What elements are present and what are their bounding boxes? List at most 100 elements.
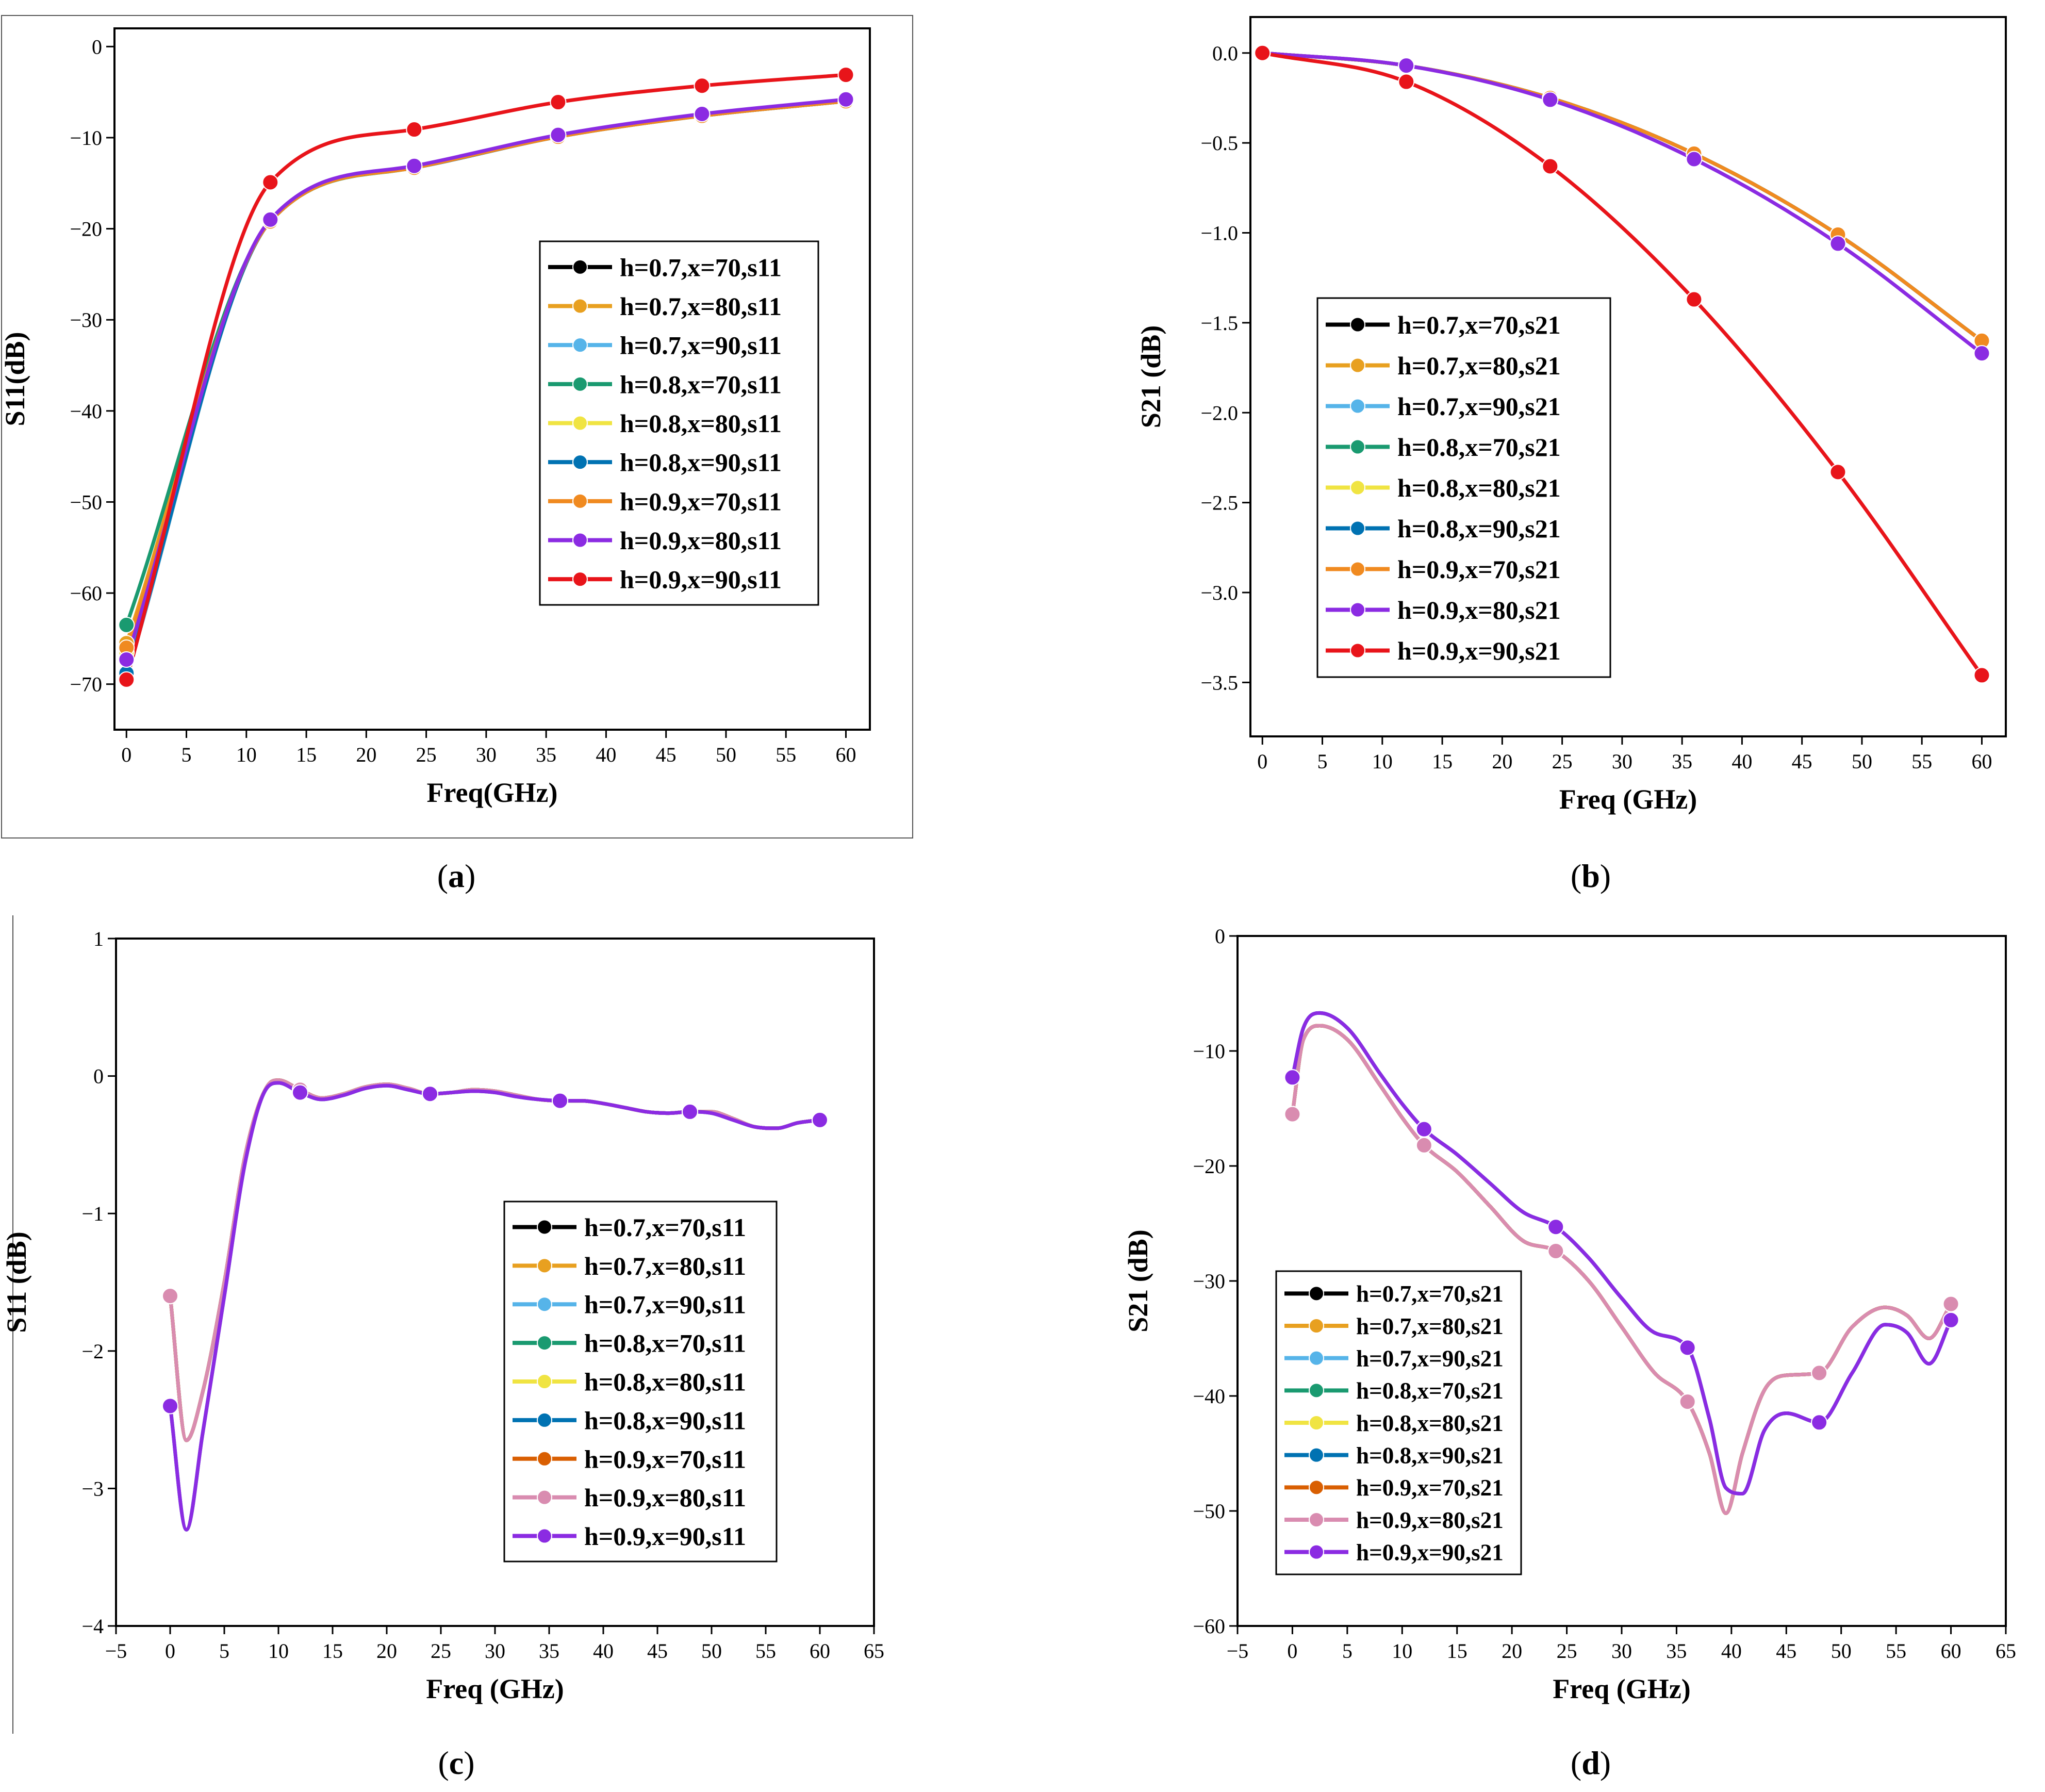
- data-point: [812, 1111, 828, 1128]
- panel-caption-open: (: [437, 858, 448, 894]
- legend-label: h=0.8,x=70,s11: [584, 1329, 746, 1358]
- x-tick-label: 55: [1886, 1639, 1906, 1663]
- legend-marker: [1309, 1479, 1324, 1495]
- data-point: [1547, 1219, 1564, 1236]
- legend-label: h=0.8,x=80,s11: [584, 1368, 746, 1396]
- legend-marker: [537, 1258, 552, 1274]
- x-tick-label: 15: [296, 743, 317, 766]
- legend-marker: [537, 1219, 552, 1235]
- legend-label: h=0.9,x=90,s21: [1356, 1539, 1504, 1565]
- data-point: [1415, 1121, 1432, 1138]
- legend-marker: [537, 1412, 552, 1428]
- y-tick-label: −30: [1193, 1270, 1225, 1293]
- x-tick-label: 40: [593, 1639, 614, 1663]
- legend-label: h=0.9,x=80,s21: [1356, 1507, 1504, 1533]
- data-point: [682, 1103, 698, 1120]
- y-tick-label: −1: [81, 1202, 104, 1225]
- data-point: [1284, 1069, 1301, 1086]
- x-tick-label: 0: [1287, 1639, 1297, 1663]
- legend-label: h=0.7,x=80,s21: [1356, 1313, 1504, 1339]
- legend-marker: [1350, 439, 1365, 455]
- x-tick-label: 20: [1492, 750, 1512, 773]
- x-tick-label: 55: [755, 1639, 776, 1663]
- y-tick-label: −60: [70, 582, 102, 605]
- legend-label: h=0.8,x=90,s21: [1397, 514, 1561, 543]
- data-point: [262, 211, 279, 228]
- legend-marker: [1309, 1512, 1324, 1527]
- x-tick-label: 50: [1852, 750, 1872, 773]
- y-tick-label: 0: [93, 1065, 104, 1088]
- panel-caption-open: (: [1571, 1745, 1581, 1781]
- legend-label: h=0.8,x=90,s11: [620, 448, 782, 477]
- legend-marker: [537, 1451, 552, 1467]
- data-point: [694, 106, 711, 123]
- legend-marker: [1350, 602, 1365, 618]
- legend-label: h=0.9,x=70,s11: [620, 487, 782, 516]
- x-tick-label: 25: [431, 1639, 451, 1663]
- legend-label: h=0.8,x=80,s21: [1356, 1410, 1504, 1436]
- y-tick-label: −20: [70, 218, 102, 241]
- legend-marker: [1309, 1383, 1324, 1399]
- y-tick-label: −30: [70, 308, 102, 332]
- panel-caption-close: ): [465, 858, 475, 894]
- legend-marker: [537, 1489, 552, 1505]
- x-tick-label: 45: [1776, 1639, 1796, 1663]
- legend-label: h=0.9,x=80,s21: [1397, 596, 1561, 624]
- data-point: [552, 1092, 568, 1109]
- y-tick-label: 0: [1215, 925, 1225, 948]
- x-tick-label: 0: [165, 1639, 175, 1663]
- legend-marker: [572, 337, 588, 353]
- data-point: [837, 67, 854, 84]
- panel-caption-letter: c: [449, 1745, 464, 1781]
- data-point: [162, 1398, 178, 1415]
- y-tick-label: −50: [1193, 1500, 1225, 1523]
- data-point: [837, 91, 854, 108]
- data-point: [1942, 1295, 1959, 1312]
- y-tick-label: 0: [92, 35, 102, 58]
- x-tick-label: 40: [1721, 1639, 1742, 1663]
- y-tick-label: −0.5: [1200, 131, 1238, 155]
- x-tick-label: 25: [1557, 1639, 1577, 1663]
- data-point: [1973, 345, 1990, 362]
- panel-caption-letter: d: [1581, 1745, 1600, 1781]
- legend-marker: [1350, 357, 1365, 373]
- legend-marker: [537, 1374, 552, 1389]
- legend-marker: [572, 532, 588, 548]
- legend-label: h=0.9,x=80,s11: [620, 526, 782, 555]
- legend-label: h=0.7,x=90,s21: [1397, 392, 1561, 421]
- legend-marker: [1309, 1318, 1324, 1334]
- legend-label: h=0.7,x=90,s11: [584, 1290, 746, 1319]
- x-tick-label: 5: [1317, 750, 1328, 773]
- x-tick-label: 25: [416, 743, 437, 766]
- y-tick-label: −4: [81, 1615, 104, 1638]
- panel-caption: (b): [1571, 858, 1611, 894]
- x-axis-label: Freq (GHz): [426, 1673, 564, 1704]
- y-axis-label: S21 (dB): [1123, 1229, 1153, 1333]
- data-point: [1547, 1243, 1564, 1260]
- legend-marker: [572, 376, 588, 392]
- x-tick-label: 10: [268, 1639, 289, 1663]
- data-point: [118, 651, 135, 668]
- panel-caption-open: (: [1571, 858, 1581, 894]
- data-point: [1686, 291, 1703, 308]
- data-point: [694, 77, 711, 94]
- legend-label: h=0.7,x=80,s11: [584, 1252, 746, 1280]
- legend-marker: [1350, 561, 1365, 577]
- data-point: [1973, 667, 1990, 684]
- legend-label: h=0.7,x=80,s21: [1397, 351, 1561, 380]
- legend-label: h=0.8,x=90,s21: [1356, 1442, 1504, 1468]
- legend-marker: [1309, 1415, 1324, 1431]
- legend-label: h=0.7,x=90,s21: [1356, 1345, 1504, 1371]
- plot-area: [113, 27, 871, 731]
- data-point: [1254, 44, 1271, 61]
- x-tick-label: 20: [356, 743, 376, 766]
- data-point: [406, 121, 423, 138]
- data-point: [1686, 151, 1703, 168]
- x-tick-label: 10: [1392, 1639, 1412, 1663]
- x-tick-label: 45: [1792, 750, 1812, 773]
- x-tick-label: 50: [1831, 1639, 1852, 1663]
- legend-marker: [572, 415, 588, 431]
- legend-marker: [1350, 398, 1365, 414]
